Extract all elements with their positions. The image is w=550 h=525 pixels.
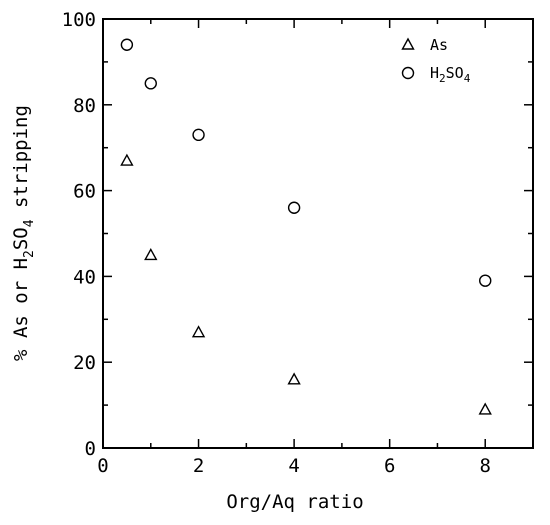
point-as <box>144 247 158 261</box>
legend-label-h2so4: H2SO4 <box>430 64 471 85</box>
y-axis-title-part: % As or H <box>10 258 32 361</box>
point-as <box>120 153 134 166</box>
y-tick-label: 100 <box>62 9 96 31</box>
y-tick-label: 20 <box>73 352 96 374</box>
y-tick-label: 0 <box>85 438 96 460</box>
legend-label-part: H <box>430 64 439 82</box>
y-axis-title-part: SO <box>10 227 32 250</box>
point-h2so4 <box>120 38 134 51</box>
point-h2so4 <box>192 128 205 142</box>
legend-label-part: SO <box>446 64 464 82</box>
x-tick-label: 2 <box>193 455 204 477</box>
y-axis-title-subscript: 4 <box>22 219 37 227</box>
y-axis-title-subscript: 2 <box>22 250 37 258</box>
point-h2so4 <box>479 274 492 287</box>
point-as <box>478 402 492 415</box>
y-tick-label: 40 <box>73 266 96 288</box>
point-as <box>287 372 301 385</box>
y-axis-title: % As or H2SO4 stripping <box>10 105 37 361</box>
x-tick-label: 8 <box>479 455 490 477</box>
y-tick-label: 80 <box>73 95 96 117</box>
x-tick-label: 6 <box>384 455 395 477</box>
legend-label-subscript: 4 <box>464 72 471 85</box>
legend-marker-as <box>401 37 415 50</box>
point-h2so4 <box>287 201 301 214</box>
x-axis-title: Org/Aq ratio <box>226 491 363 513</box>
legend-label-subscript: 2 <box>439 72 446 85</box>
data-markers <box>120 38 492 415</box>
y-tick-label: 60 <box>73 181 96 203</box>
point-as <box>191 325 206 338</box>
x-tick-label: 0 <box>97 455 108 477</box>
legend-label-as: As <box>430 36 448 54</box>
x-tick-label: 4 <box>288 455 299 477</box>
legend: As H2SO4 <box>401 36 471 85</box>
y-axis-title-part: stripping <box>10 105 32 219</box>
legend-marker-h2so4 <box>401 66 415 80</box>
point-h2so4 <box>144 77 157 90</box>
